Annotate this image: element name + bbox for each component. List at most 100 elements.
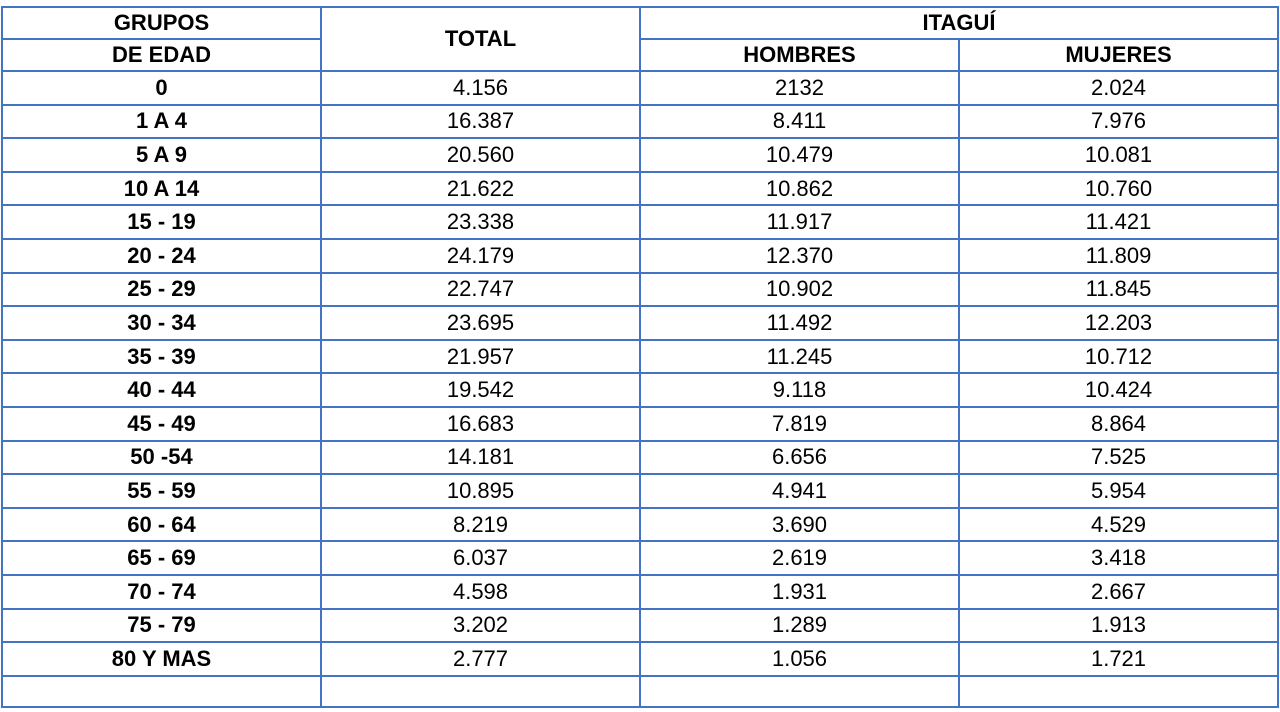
- value-cell: 3.202: [320, 607, 641, 644]
- value-cell: 14.181: [320, 439, 641, 476]
- value-cell: 3.418: [957, 540, 1280, 576]
- data-row: 40 - 44 19.542 9.118 10.424: [1, 372, 1280, 408]
- value-cell: 12.370: [639, 237, 960, 274]
- data-row: 15 - 19 23.338 11.917 11.421: [1, 204, 1280, 240]
- header-cell: TOTAL: [320, 6, 641, 72]
- value-cell: 12.203: [957, 305, 1280, 341]
- value-cell: 21.957: [320, 338, 641, 375]
- empty-cell: [320, 674, 641, 708]
- age-group-cell: 55 - 59: [1, 473, 322, 509]
- age-group-cell: 35 - 39: [1, 338, 322, 375]
- value-cell: 4.156: [320, 70, 641, 106]
- value-cell: 11.245: [639, 338, 960, 375]
- empty-cell: [1, 674, 322, 708]
- value-cell: 19.542: [320, 372, 641, 408]
- value-cell: 6.656: [639, 439, 960, 476]
- value-cell: 11.809: [957, 237, 1280, 274]
- value-cell: 8.864: [957, 405, 1280, 442]
- age-group-cell: 15 - 19: [1, 204, 322, 240]
- value-cell: 2132: [639, 70, 960, 106]
- data-row: 20 - 24 24.179 12.370 11.809: [1, 237, 1280, 274]
- age-group-cell: 30 - 34: [1, 305, 322, 341]
- header-row: GRUPOS TOTAL ITAGUÍ: [1, 6, 1280, 72]
- data-row: 5 A 9 20.560 10.479 10.081: [1, 137, 1280, 173]
- empty-cell: [639, 674, 960, 708]
- value-cell: 10.424: [957, 372, 1280, 408]
- value-cell: 11.421: [957, 204, 1280, 240]
- value-cell: 10.862: [639, 170, 960, 207]
- data-row: 45 - 49 16.683 7.819 8.864: [1, 405, 1280, 442]
- empty-row: [1, 674, 1280, 708]
- data-row: 30 - 34 23.695 11.492 12.203: [1, 305, 1280, 341]
- value-cell: 10.902: [639, 271, 960, 308]
- value-cell: 1.931: [639, 573, 960, 610]
- value-cell: 16.683: [320, 405, 641, 442]
- value-cell: 4.598: [320, 573, 641, 610]
- value-cell: 1.289: [639, 607, 960, 644]
- value-cell: 4.529: [957, 506, 1280, 543]
- age-group-cell: 5 A 9: [1, 137, 322, 173]
- data-row: 0 4.156 2132 2.024: [1, 70, 1280, 106]
- age-group-cell: 50 -54: [1, 439, 322, 476]
- value-cell: 2.777: [320, 641, 641, 677]
- value-cell: 24.179: [320, 237, 641, 274]
- population-table: GRUPOS TOTAL ITAGUÍ DE EDAD HOMBRES MUJE…: [1, 6, 1280, 708]
- value-cell: 10.760: [957, 170, 1280, 207]
- value-cell: 1.721: [957, 641, 1280, 677]
- value-cell: 16.387: [320, 103, 641, 140]
- age-group-cell: 25 - 29: [1, 271, 322, 308]
- data-row: 65 - 69 6.037 2.619 3.418: [1, 540, 1280, 576]
- value-cell: 23.695: [320, 305, 641, 341]
- value-cell: 7.525: [957, 439, 1280, 476]
- value-cell: 9.118: [639, 372, 960, 408]
- value-cell: 5.954: [957, 473, 1280, 509]
- data-row: 1 A 4 16.387 8.411 7.976: [1, 103, 1280, 140]
- value-cell: 8.219: [320, 506, 641, 543]
- value-cell: 22.747: [320, 271, 641, 308]
- age-group-cell: 60 - 64: [1, 506, 322, 543]
- data-row: 55 - 59 10.895 4.941 5.954: [1, 473, 1280, 509]
- value-cell: 10.081: [957, 137, 1280, 173]
- data-row: 25 - 29 22.747 10.902 11.845: [1, 271, 1280, 308]
- value-cell: 4.941: [639, 473, 960, 509]
- value-cell: 11.845: [957, 271, 1280, 308]
- value-cell: 3.690: [639, 506, 960, 543]
- header-row: DE EDAD HOMBRES MUJERES: [1, 38, 1280, 72]
- value-cell: 6.037: [320, 540, 641, 576]
- data-row: 70 - 74 4.598 1.931 2.667: [1, 573, 1280, 610]
- age-group-cell: 65 - 69: [1, 540, 322, 576]
- value-cell: 10.712: [957, 338, 1280, 375]
- age-group-cell: 20 - 24: [1, 237, 322, 274]
- header-cell: GRUPOS: [1, 6, 322, 40]
- value-cell: 7.976: [957, 103, 1280, 140]
- age-group-cell: 45 - 49: [1, 405, 322, 442]
- value-cell: 20.560: [320, 137, 641, 173]
- value-cell: 21.622: [320, 170, 641, 207]
- header-cell: HOMBRES: [639, 38, 960, 72]
- value-cell: 10.479: [639, 137, 960, 173]
- value-cell: 1.056: [639, 641, 960, 677]
- header-cell: DE EDAD: [1, 38, 322, 72]
- value-cell: 2.667: [957, 573, 1280, 610]
- header-cell: MUJERES: [957, 38, 1280, 72]
- age-group-cell: 0: [1, 70, 322, 106]
- table-body: GRUPOS TOTAL ITAGUÍ DE EDAD HOMBRES MUJE…: [1, 6, 1280, 708]
- data-row: 50 -54 14.181 6.656 7.525: [1, 439, 1280, 476]
- value-cell: 8.411: [639, 103, 960, 140]
- empty-cell: [957, 674, 1280, 708]
- age-group-cell: 70 - 74: [1, 573, 322, 610]
- data-row: 80 Y MAS 2.777 1.056 1.721: [1, 641, 1280, 677]
- data-row: 35 - 39 21.957 11.245 10.712: [1, 338, 1280, 375]
- value-cell: 10.895: [320, 473, 641, 509]
- value-cell: 11.492: [639, 305, 960, 341]
- value-cell: 23.338: [320, 204, 641, 240]
- data-row: 10 A 14 21.622 10.862 10.760: [1, 170, 1280, 207]
- value-cell: 11.917: [639, 204, 960, 240]
- age-group-cell: 80 Y MAS: [1, 641, 322, 677]
- value-cell: 2.024: [957, 70, 1280, 106]
- header-cell: ITAGUÍ: [638, 6, 1280, 40]
- age-group-cell: 1 A 4: [1, 103, 322, 140]
- data-row: 60 - 64 8.219 3.690 4.529: [1, 506, 1280, 543]
- age-group-cell: 75 - 79: [1, 607, 322, 644]
